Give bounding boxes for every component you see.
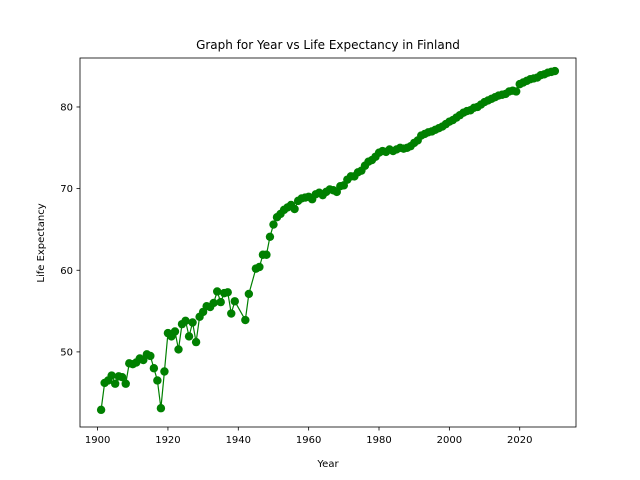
data-point (110, 379, 120, 388)
data-point (181, 316, 190, 326)
data-point (512, 87, 521, 96)
data-point (227, 309, 236, 318)
x-tick-label: 1920 (155, 435, 180, 446)
x-tick-label: 1960 (296, 435, 321, 446)
data-point (216, 297, 225, 307)
x-tick-label: 1900 (85, 435, 110, 446)
data-point (265, 232, 275, 241)
data-point (170, 327, 180, 336)
data-point (153, 376, 162, 385)
plot-area (79, 57, 577, 428)
data-point (241, 315, 250, 325)
data-point (230, 297, 239, 306)
data-point (244, 289, 254, 299)
data-point (96, 405, 106, 415)
data-point (223, 288, 232, 297)
data-point (212, 287, 222, 296)
data-point (184, 332, 194, 341)
data-point (269, 220, 278, 229)
y-tick-label: 60 (60, 266, 73, 277)
y-axis-label: Life Expectancy (36, 203, 47, 282)
axes-frame (79, 57, 577, 428)
x-tick-label: 1980 (366, 435, 391, 446)
data-point (146, 351, 155, 361)
data-point (156, 404, 166, 413)
data-point (121, 379, 130, 388)
x-axis-ticks: 1900 1920 1940 1960 1980 2000 2020 (85, 427, 532, 446)
series-points-group (96, 66, 560, 415)
y-tick-label: 50 (60, 347, 73, 358)
y-tick-label: 70 (60, 184, 73, 195)
y-tick-label: 80 (60, 102, 73, 113)
y-axis-ticks: 50 60 70 80 (60, 102, 80, 358)
data-point (174, 345, 183, 354)
data-point (290, 204, 299, 214)
x-axis-label: Year (316, 459, 339, 470)
data-point (191, 337, 201, 347)
x-tick-label: 2020 (507, 435, 532, 446)
x-tick-label: 2000 (437, 435, 462, 446)
data-point (149, 364, 159, 373)
data-point (118, 373, 127, 382)
data-point (107, 371, 116, 380)
data-point (262, 250, 271, 259)
data-point (255, 262, 264, 272)
chart-title: Graph for Year vs Life Expectancy in Fin… (196, 38, 460, 52)
data-point (209, 298, 218, 308)
data-point (160, 367, 169, 376)
x-tick-label: 1940 (226, 435, 251, 446)
data-point (550, 66, 560, 76)
data-point (188, 318, 197, 327)
